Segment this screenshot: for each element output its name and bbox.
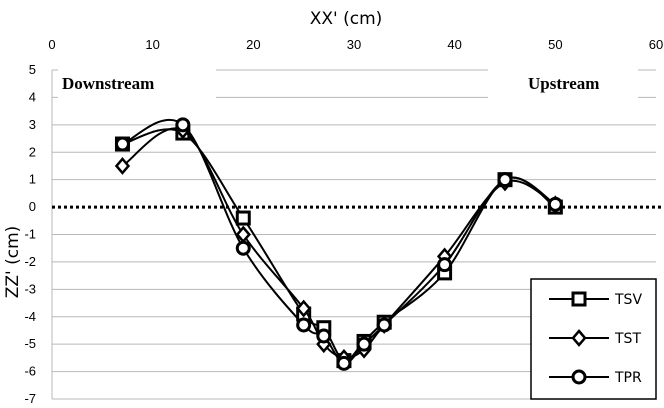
series-group xyxy=(114,117,563,371)
data-point-tsv xyxy=(235,210,251,226)
downstream-label-box xyxy=(58,63,216,101)
y-axis-title: ZZ' (cm) xyxy=(3,226,23,299)
data-point-tpr xyxy=(547,196,563,212)
legend-label-tpr: TPR xyxy=(614,370,642,386)
legend-marker-tst xyxy=(571,329,587,347)
x-tick-label: 0 xyxy=(48,37,55,52)
annotations: Downstream Upstream xyxy=(58,63,638,101)
annotation-downstream: Downstream xyxy=(62,74,154,93)
y-tick-label: -7 xyxy=(24,391,36,406)
series-tpr xyxy=(114,117,563,371)
series-tsv xyxy=(114,125,563,369)
x-axis-title: XX' (cm) xyxy=(310,9,383,29)
series-line-tst xyxy=(121,127,556,360)
x-tick-label: 40 xyxy=(447,37,461,52)
legend-label-tsv: TSV xyxy=(614,292,642,308)
data-point-tpr xyxy=(356,336,372,352)
legend: TSV TST TPR xyxy=(530,278,657,400)
x-tick-label: 50 xyxy=(548,37,562,52)
y-tick-label: 0 xyxy=(29,199,36,214)
y-tick-label: 5 xyxy=(29,62,36,77)
data-point-tpr xyxy=(235,240,251,256)
y-tick-label: 2 xyxy=(29,144,36,159)
data-point-tpr xyxy=(437,257,453,273)
data-point-tst xyxy=(296,299,312,318)
data-point-tpr xyxy=(114,136,130,152)
legend-label-tst: TST xyxy=(614,331,641,347)
data-point-tpr xyxy=(497,172,513,188)
data-point-tst xyxy=(114,157,131,175)
y-tick-label: -5 xyxy=(24,336,36,351)
series-line-tsv xyxy=(122,128,556,362)
x-tick-label: 20 xyxy=(246,37,260,52)
data-point-tpr xyxy=(175,117,191,133)
x-tick-label: 60 xyxy=(649,37,663,52)
x-tick-label: 10 xyxy=(145,37,159,52)
series-tst xyxy=(114,121,563,367)
data-point-tpr xyxy=(336,355,352,371)
annotation-upstream: Upstream xyxy=(528,74,599,93)
legend-marker-tpr xyxy=(571,369,587,385)
y-tick-label: 3 xyxy=(29,117,36,132)
y-tick-label: -4 xyxy=(24,309,36,324)
y-tick-label: -6 xyxy=(24,364,36,379)
data-point-tpr xyxy=(296,317,312,333)
y-tick-label: -1 xyxy=(24,227,36,242)
y-tick-label: 1 xyxy=(29,172,36,187)
data-point-tpr xyxy=(316,328,332,344)
y-tick-label: -2 xyxy=(24,254,36,269)
y-tick-label: -3 xyxy=(24,281,36,296)
x-tick-label: 30 xyxy=(347,37,361,52)
upstream-label-box xyxy=(488,63,638,101)
legend-marker-tsv xyxy=(571,291,587,307)
y-tick-label: 4 xyxy=(29,89,36,104)
data-point-tpr xyxy=(376,317,392,333)
series-line-tpr xyxy=(122,118,556,365)
